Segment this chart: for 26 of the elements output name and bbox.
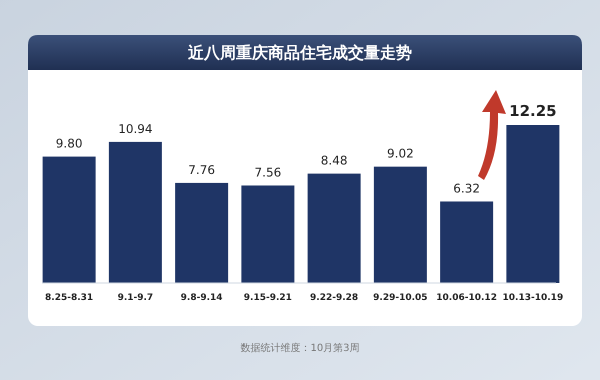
x-tick-label: 10.13-10.19 bbox=[502, 293, 564, 303]
x-tick-label: 9.29-10.05 bbox=[373, 293, 428, 303]
bar bbox=[108, 142, 162, 283]
data-label: 7.76 bbox=[188, 162, 215, 177]
data-label: 7.56 bbox=[254, 165, 282, 180]
data-label: 6.32 bbox=[453, 181, 480, 196]
x-tick-label: 10.06-10.12 bbox=[436, 293, 497, 303]
data-label: 8.48 bbox=[320, 154, 348, 168]
data-label: 12.25 bbox=[509, 102, 557, 120]
x-tick-label: 9.1-9.7 bbox=[118, 293, 154, 303]
bar bbox=[175, 182, 228, 283]
x-tick-label: 9.15-9.21 bbox=[244, 293, 292, 303]
bar bbox=[440, 201, 494, 283]
x-tick-label: 8.25-8.31 bbox=[45, 293, 94, 303]
text: 数据统计维度：10月第3周 bbox=[240, 342, 360, 354]
x-tick-label: 9.8-9.14 bbox=[180, 293, 223, 303]
data-label: 9.02 bbox=[387, 146, 414, 161]
bar bbox=[241, 185, 294, 283]
bar bbox=[506, 125, 560, 283]
data-label: 10.94 bbox=[118, 122, 153, 136]
bar bbox=[308, 174, 361, 283]
chart-title: 近八周重庆商品住宅成交量走势 bbox=[187, 43, 412, 62]
bar bbox=[42, 156, 96, 283]
x-tick-label: 9.22-9.28 bbox=[310, 293, 358, 303]
data-label: 9.80 bbox=[56, 136, 82, 151]
bar bbox=[374, 166, 427, 283]
